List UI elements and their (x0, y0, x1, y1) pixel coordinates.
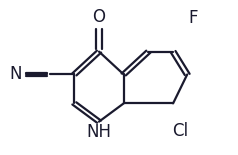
Text: NH: NH (86, 123, 112, 141)
Text: N: N (10, 65, 22, 83)
Text: F: F (188, 9, 198, 27)
Text: Cl: Cl (172, 122, 188, 140)
Text: O: O (93, 8, 105, 26)
